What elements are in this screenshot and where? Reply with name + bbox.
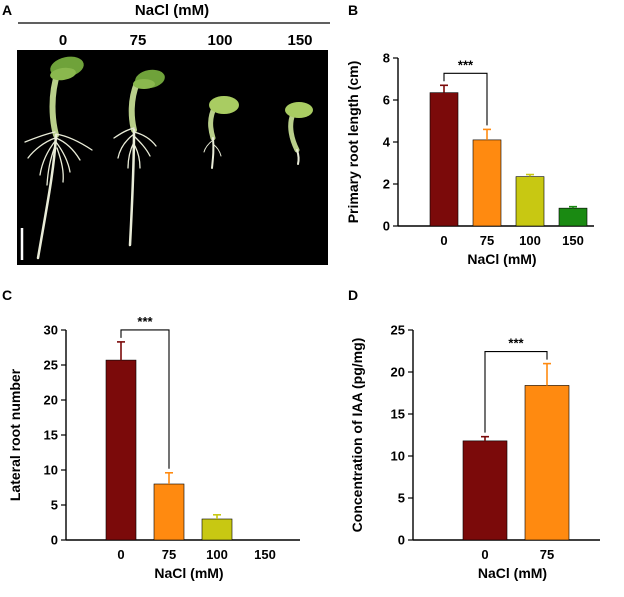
chart-b-xtick-label-100: 100 (519, 233, 541, 248)
chart-c-xlabel: NaCl (mM) (154, 565, 223, 581)
chart-lateral-root-number: 0 5 10 15 20 25 30 Lateral root number 0 75 100 150… (7, 314, 300, 581)
panel-b: B 0 2 4 6 8 Primary root length (cm) 0 75 100 150… (345, 2, 594, 267)
chart-b-bar-100 (515, 176, 545, 227)
chart-d-ytick-label: 10 (391, 449, 405, 464)
chart-c-xtick-label-150: 150 (254, 547, 276, 562)
chart-c-ytick-label: 15 (44, 428, 58, 443)
seedling-150 (285, 102, 313, 165)
panel-label-d: D (348, 287, 358, 303)
chart-c-ytick-label: 5 (51, 498, 58, 513)
chart-b-xlabel: NaCl (mM) (467, 251, 536, 267)
panel-label-b: B (348, 2, 358, 18)
seedling-0 (24, 56, 93, 260)
chart-b-ytick-label: 2 (383, 177, 390, 192)
panel-a-header: NaCl (mM) (135, 2, 209, 19)
chart-b-ytick-label: 8 (383, 51, 390, 66)
chart-b-significance-label: *** (458, 57, 474, 72)
chart-c-bar-0 (105, 359, 137, 541)
chart-c-bar-100 (201, 518, 233, 541)
condition-label-100: 100 (207, 32, 232, 49)
chart-c-xtick-label-100: 100 (206, 547, 228, 562)
chart-b-xtick-label-0: 0 (440, 233, 447, 248)
chart-c-ytick-label: 30 (44, 323, 58, 338)
chart-d-ytick-label: 20 (391, 365, 405, 380)
chart-b-bar-150 (558, 207, 588, 227)
chart-d-bar-0 (462, 440, 508, 541)
chart-d-ytick-label: 5 (398, 491, 405, 506)
seedling-100 (203, 96, 239, 169)
chart-d-bar-75 (524, 385, 570, 541)
condition-label-75: 75 (130, 32, 147, 49)
panel-label-a: A (2, 2, 12, 18)
chart-iaa-concentration: 0 5 10 15 20 25 Concentration of IAA (pg/mg) 0 7… (349, 323, 600, 581)
chart-primary-root-length: 0 2 4 6 8 Primary root length (cm) 0 75 100 150 Na… (345, 51, 594, 267)
chart-c-ytick-label: 25 (44, 358, 58, 373)
chart-d-ytick-label: 25 (391, 323, 405, 338)
panel-c: C 0 5 10 15 20 25 30 Lateral root number 0 75 100 1… (2, 287, 300, 581)
chart-c-xtick-label-0: 0 (117, 547, 124, 562)
chart-b-ytick-label: 4 (383, 135, 391, 150)
chart-c-xtick-label-75: 75 (162, 547, 176, 562)
condition-label-0: 0 (59, 32, 67, 49)
chart-c-ytick-label: 20 (44, 393, 58, 408)
chart-b-ytick-label: 6 (383, 93, 390, 108)
chart-d-ylabel: Concentration of IAA (pg/mg) (349, 338, 365, 533)
chart-c-significance-bracket (120, 329, 170, 469)
panel-d: D 0 5 10 15 20 25 Concentration of IAA (pg/mg)… (348, 287, 600, 581)
chart-d-ytick-label: 0 (398, 533, 405, 548)
chart-d-ytick-label: 15 (391, 407, 405, 422)
chart-c-ylabel: Lateral root number (7, 368, 23, 501)
chart-b-ytick-label: 0 (383, 219, 390, 234)
chart-c-ytick-label: 0 (51, 533, 58, 548)
panel-label-c: C (2, 287, 12, 303)
chart-b-significance-bracket (443, 72, 488, 126)
chart-b-ylabel: Primary root length (cm) (345, 61, 361, 224)
chart-b-xtick-label-75: 75 (480, 233, 494, 248)
chart-c-significance-label: *** (137, 314, 153, 329)
chart-d-significance-bracket (484, 351, 548, 433)
chart-b-bar-75 (472, 139, 502, 227)
chart-d-xtick-label-0: 0 (481, 547, 488, 562)
chart-d-significance-label: *** (508, 336, 524, 351)
chart-d-xtick-label-75: 75 (540, 547, 554, 562)
chart-d-xlabel: NaCl (mM) (478, 565, 547, 581)
panel-a: A NaCl (mM) 0 75 100 150 (2, 2, 330, 265)
chart-c-bar-75 (153, 483, 185, 541)
chart-b-xtick-label-150: 150 (562, 233, 584, 248)
seedling-photo (17, 50, 328, 265)
chart-c-ytick-label: 10 (44, 463, 58, 478)
chart-b-bar-0 (429, 92, 459, 227)
condition-label-150: 150 (287, 32, 312, 49)
seedling-75 (113, 69, 165, 247)
